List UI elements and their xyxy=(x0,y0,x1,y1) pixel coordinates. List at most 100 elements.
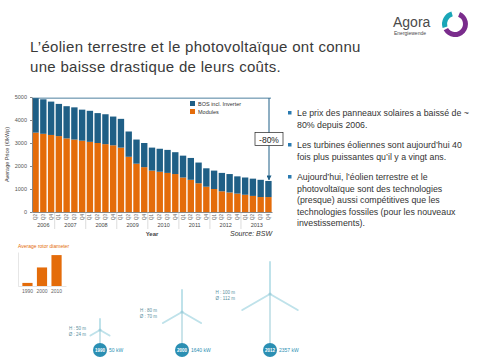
x-group-separator xyxy=(85,212,86,229)
bar-segment xyxy=(234,194,240,212)
tick: 4000 xyxy=(15,117,32,123)
turbine-spec: H : 100 m xyxy=(215,290,235,295)
bar-segment xyxy=(149,171,155,212)
bar-segment xyxy=(250,179,256,196)
bar-segment xyxy=(94,143,100,212)
tick-label: Q3 xyxy=(165,214,170,221)
turbine-blade xyxy=(163,312,182,323)
text-line: L’éolien terrestre et le photovoltaïque … xyxy=(30,38,361,55)
tick-label: 4000 xyxy=(15,117,27,123)
tick-label: Q2 xyxy=(188,214,193,221)
bar-segment xyxy=(219,191,225,212)
bar-segment xyxy=(133,164,139,212)
logo-name: Agora xyxy=(393,14,431,30)
bar-segment xyxy=(118,148,124,212)
bar-segment xyxy=(157,149,163,172)
tick: Q4 xyxy=(80,212,85,220)
tick-label: Q4 xyxy=(204,214,209,221)
bars xyxy=(22,255,61,286)
turbine-blade xyxy=(182,312,201,323)
bar-segment xyxy=(102,114,108,144)
legend-swatch xyxy=(190,101,195,106)
tick-label: Q1 xyxy=(118,214,123,221)
tick-mark xyxy=(30,189,32,190)
text-line: (presque) aussi compétitives que les xyxy=(297,195,440,205)
tick-label: Q2 xyxy=(64,214,69,221)
turbine-power: 2357 kW xyxy=(279,347,299,353)
bars xyxy=(32,98,271,212)
bar-segment xyxy=(71,140,77,212)
x-group-label: 2006 xyxy=(37,222,49,228)
small-chart: Average rotor diameter199020002010 xyxy=(18,243,69,294)
logo-icon xyxy=(442,12,453,28)
year-badge xyxy=(175,343,189,357)
bar-segment xyxy=(79,110,85,141)
tick-label: Q2 xyxy=(33,214,38,221)
tick: Q3 xyxy=(227,212,232,220)
bar-segment xyxy=(157,172,163,212)
text-line: 80% depuis 2006. xyxy=(297,120,367,130)
bar-segment xyxy=(56,136,62,212)
tick-label: Q3 xyxy=(72,214,77,221)
bar-segment xyxy=(56,104,62,136)
bullet-marker xyxy=(288,143,292,147)
bar-segment xyxy=(48,102,54,135)
turbine-hub xyxy=(99,329,102,332)
bar-segment xyxy=(164,150,170,173)
turbine-year: 2000 xyxy=(177,348,188,353)
tick: Q2 xyxy=(157,212,162,220)
tick-label: 2000 xyxy=(15,163,27,169)
turbine-spec: H : 50 m xyxy=(69,326,86,331)
bullet-marker xyxy=(288,175,292,179)
bar-segment xyxy=(211,171,217,189)
bar-segment xyxy=(203,168,209,186)
x-group-label: 2010 xyxy=(158,222,170,228)
bar-segment xyxy=(126,132,132,157)
tick: Q4 xyxy=(204,212,209,220)
tick-label: Q4 xyxy=(142,214,147,221)
bar xyxy=(51,255,61,286)
y-axis-title: Average Price (€/kWp) xyxy=(4,127,10,182)
tick: Q1 xyxy=(87,212,92,220)
bar-segment xyxy=(203,187,209,212)
tick: 3000 xyxy=(15,140,32,146)
bar-segment xyxy=(102,144,108,212)
bar-segment xyxy=(63,138,69,212)
bar-segment xyxy=(188,180,194,212)
tick: Q1 xyxy=(56,212,61,220)
tick-label: Q4 xyxy=(49,214,54,221)
turbine: H : 100 mØ : 112 m20122357 kW xyxy=(215,262,299,357)
tick-label: Q2 xyxy=(157,214,162,221)
text-line: photovoltaïque sont des technologies xyxy=(297,184,443,194)
x-group-separator xyxy=(240,212,241,229)
annotation: -80% xyxy=(259,135,279,145)
axis-line xyxy=(32,98,33,213)
tick: Q3 xyxy=(258,212,263,220)
text-line: Le prix des panneaux solaires a baissé d… xyxy=(297,108,469,118)
tick-label: Q1 xyxy=(87,214,92,221)
bar-segment xyxy=(40,134,46,212)
bar-segment xyxy=(226,174,232,192)
bar xyxy=(37,267,47,286)
x-group-separator xyxy=(178,212,179,229)
tick: Q2 xyxy=(95,212,100,220)
tick: 1990 xyxy=(22,286,33,294)
y-axis: 010002000300040005000 xyxy=(15,94,33,215)
bar-segment xyxy=(265,181,271,197)
bar-segment xyxy=(172,174,178,212)
bar-segment xyxy=(118,119,124,148)
tick: Q4 xyxy=(173,212,178,220)
tick-label: Q2 xyxy=(250,214,255,221)
bar-segment xyxy=(110,117,116,146)
turbine-blade xyxy=(99,319,101,330)
tick: Q4 xyxy=(111,212,116,220)
bar-segment xyxy=(180,156,186,178)
tick: 1000 xyxy=(15,186,32,192)
turbine-spec: Ø : 70 m xyxy=(140,314,158,319)
text-line: investissements). xyxy=(297,218,365,228)
tick-label: Q2 xyxy=(126,214,131,221)
tick-label: Q2 xyxy=(219,214,224,221)
year-badge xyxy=(263,343,277,357)
tick: Q2 xyxy=(188,212,193,220)
bar-segment xyxy=(48,135,54,212)
